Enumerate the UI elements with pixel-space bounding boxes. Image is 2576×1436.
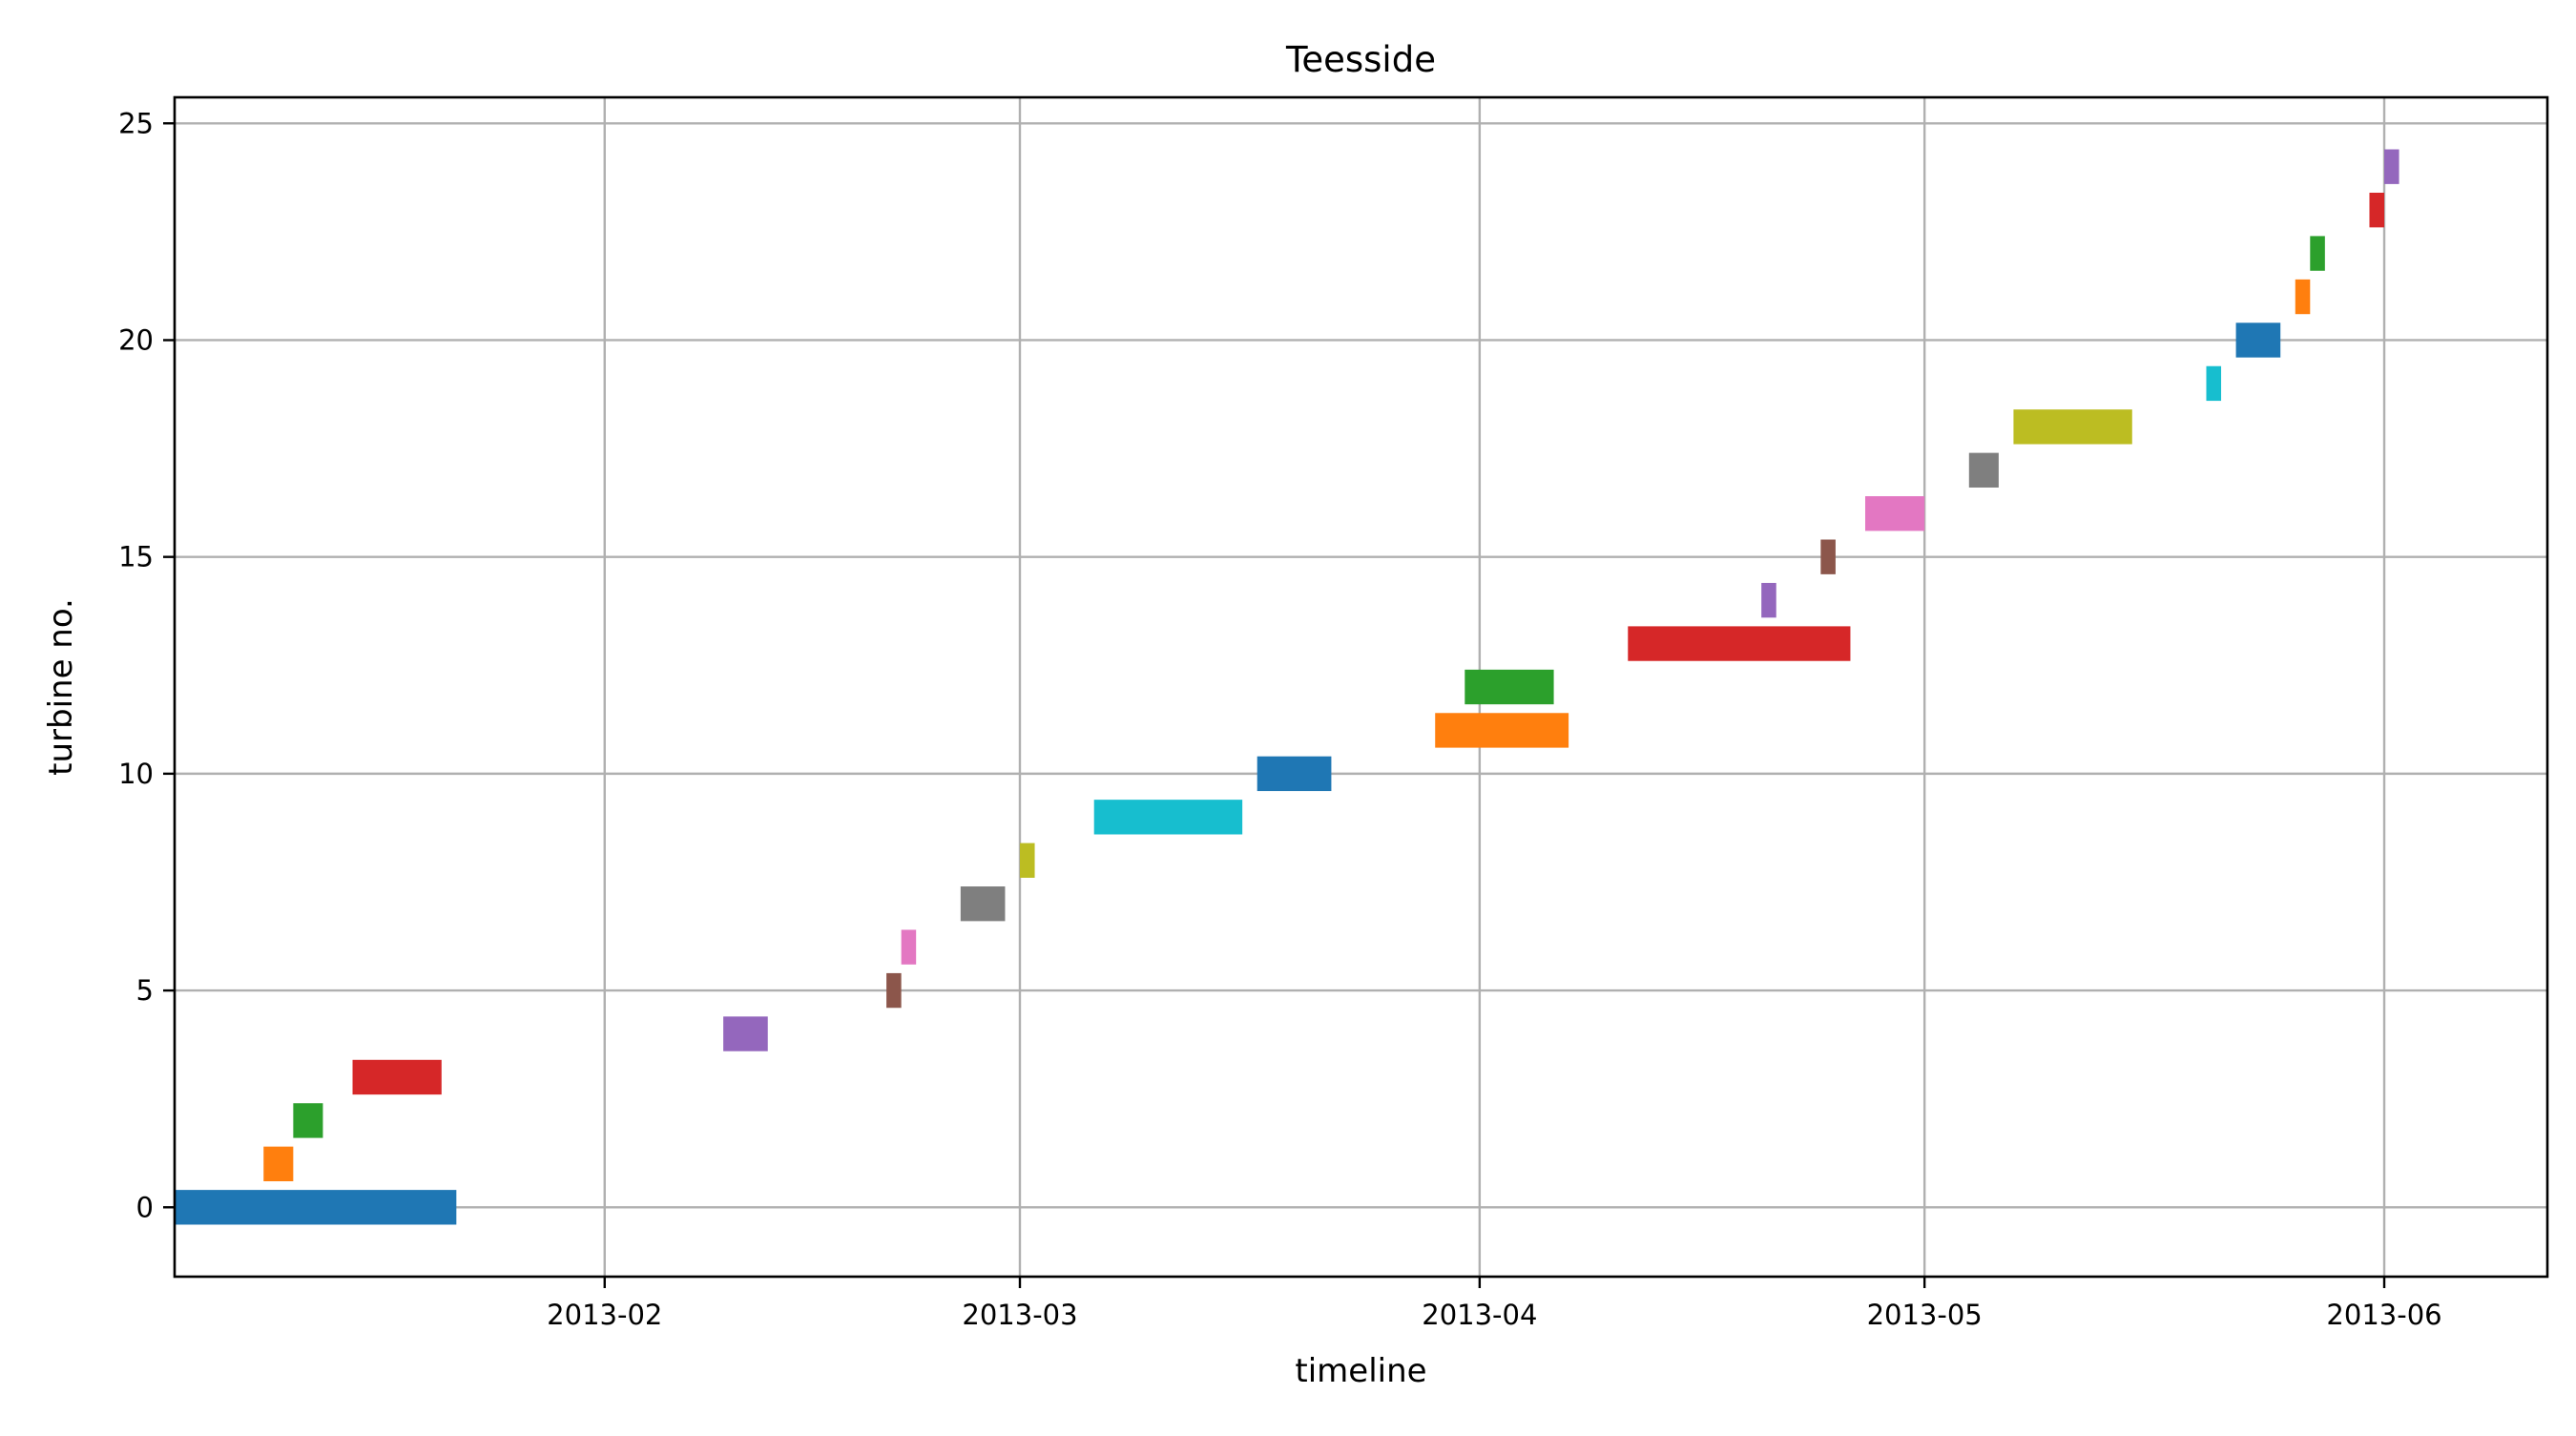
x-axis-label: timeline — [1295, 1352, 1426, 1390]
turbine-bar-3 — [352, 1059, 442, 1095]
y-tick-label: 20 — [118, 323, 154, 356]
turbine-bar-14 — [1761, 582, 1776, 618]
y-tick-label: 15 — [118, 541, 154, 573]
turbine-bar-4 — [723, 1016, 768, 1051]
turbine-bar-16 — [1864, 496, 1925, 531]
turbine-bar-13 — [1628, 626, 1851, 661]
plot-frame — [173, 95, 2549, 1279]
y-tick-label: 10 — [118, 758, 154, 790]
x-tick-label: 2013-02 — [547, 1299, 662, 1331]
y-tick-label: 25 — [118, 107, 154, 139]
turbine-bar-7 — [960, 886, 1006, 922]
turbine-bar-18 — [2013, 409, 2132, 445]
turbine-bar-21 — [2295, 279, 2311, 315]
x-tick-label: 2013-06 — [2326, 1299, 2441, 1331]
turbine-bar-6 — [901, 929, 917, 965]
turbine-bar-23 — [2369, 192, 2385, 228]
turbine-bar-12 — [1465, 669, 1554, 705]
x-tick-label: 2013-04 — [1422, 1299, 1537, 1331]
y-axis-label: turbine no. — [42, 598, 80, 776]
bars-layer — [175, 149, 2399, 1225]
chart-title: Teesside — [1285, 39, 1436, 80]
turbine-bar-1 — [263, 1146, 294, 1182]
turbine-bar-0 — [175, 1190, 457, 1225]
turbine-bar-8 — [1019, 843, 1035, 878]
x-tick-label: 2013-03 — [962, 1299, 1077, 1331]
turbine-bar-2 — [293, 1103, 323, 1138]
turbine-bar-5 — [886, 972, 902, 1009]
turbine-bar-9 — [1093, 800, 1243, 835]
turbine-bar-11 — [1435, 713, 1569, 748]
turbine-bar-10 — [1257, 756, 1332, 792]
turbine-bar-20 — [2235, 323, 2281, 358]
turbine-bar-24 — [2384, 149, 2399, 184]
turbine-bar-22 — [2310, 236, 2325, 271]
turbine-bar-17 — [1968, 452, 1999, 488]
y-tick-label: 5 — [136, 974, 154, 1007]
ticks-layer: 2013-02 2013-03 2013-04 2013-05 2013-06 0 5 10 1… — [118, 107, 2442, 1331]
turbine-bar-15 — [1820, 539, 1836, 574]
x-tick-label: 2013-05 — [1867, 1299, 1983, 1331]
y-tick-label: 0 — [136, 1191, 154, 1223]
turbine-bar-19 — [2206, 365, 2222, 402]
